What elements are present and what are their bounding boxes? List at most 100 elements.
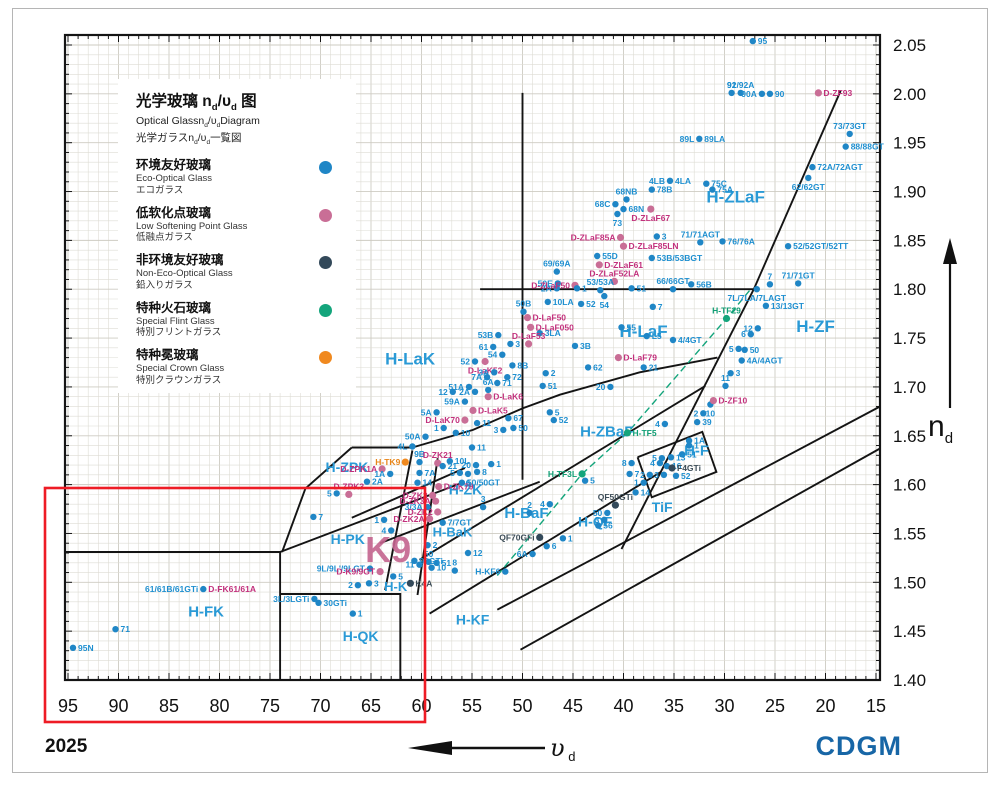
glass-point	[416, 561, 423, 568]
glass-point	[523, 314, 532, 322]
glass-point	[612, 201, 619, 208]
y-tick-label: 1.65	[893, 427, 926, 446]
glass-point	[669, 336, 677, 344]
glass-point-label: 1	[374, 515, 379, 525]
glass-point	[737, 89, 744, 97]
glass-point-label: D-ZLaF85A	[571, 233, 616, 243]
page-border	[12, 8, 988, 773]
glass-point	[433, 409, 440, 416]
glass-point	[611, 501, 620, 509]
glass-point	[678, 451, 686, 458]
y-tick-label: 2.05	[893, 36, 926, 55]
legend-panel: 光学玻璃 nd/υd 图 Optical Glassnd/υdDiagram 光…	[118, 79, 356, 393]
left-arrow-icon	[408, 741, 452, 755]
glass-point	[669, 286, 677, 293]
glass-point-label: 51	[637, 283, 647, 293]
glass-point	[311, 595, 318, 603]
glass-point-label: 8B	[517, 360, 528, 370]
glass-point-label: 10LA	[553, 297, 574, 307]
glass-point-label: 30GTi	[324, 598, 347, 608]
special-crown-swatch-icon	[319, 351, 332, 365]
glass-point-label: 51	[687, 449, 697, 459]
glass-point	[762, 302, 770, 309]
glass-point	[434, 508, 442, 516]
glass-point-label: 56B	[696, 279, 712, 289]
glass-point-label: D-LaF050	[536, 322, 575, 332]
glass-point	[668, 464, 676, 472]
x-tick-label: 65	[361, 696, 381, 716]
x-tick-label: 50	[512, 696, 532, 716]
legend-label-jp: 特別フリントガラス	[136, 327, 222, 339]
legend-label-jp: エコガラス	[136, 184, 184, 196]
glass-point	[406, 579, 414, 587]
glass-point	[601, 292, 608, 300]
glass-point	[349, 610, 356, 617]
glass-point-label: H-TF29	[712, 306, 741, 316]
x-tick-label: 55	[462, 696, 482, 716]
glass-point-label: 71/71AGT	[681, 229, 721, 239]
glass-point	[491, 369, 498, 376]
glass-point	[614, 210, 621, 218]
glass-point	[626, 470, 633, 478]
glass-point	[440, 424, 447, 432]
x-tick-label: 70	[310, 696, 330, 716]
legend-label: 特种冕玻璃	[136, 348, 199, 363]
glass-point	[345, 490, 353, 498]
glass-point-label: 8	[622, 458, 627, 468]
glass-point	[728, 89, 735, 97]
glass-point-label: 5	[652, 453, 657, 463]
glass-point	[464, 470, 472, 478]
glass-point-label: 56	[603, 521, 613, 531]
glass-point-label: 68NB	[616, 186, 638, 196]
x-axis-label-group: υ d	[408, 734, 575, 764]
glass-point-label: 71/71GT	[782, 270, 816, 280]
region-label: H-ZK	[449, 481, 482, 497]
glass-point	[795, 280, 802, 287]
glass-point-label: 4	[655, 419, 660, 429]
glass-point-label: 3	[494, 425, 499, 435]
glass-point	[559, 535, 567, 542]
glass-point	[456, 469, 464, 477]
glass-point	[614, 354, 623, 362]
y-tick-label: 1.45	[893, 622, 926, 641]
glass-point-label: L5	[652, 331, 662, 341]
y-tick-label: 1.60	[893, 476, 926, 495]
glass-point-label: 67	[513, 413, 523, 423]
region-label: H-ZF	[796, 317, 835, 336]
glass-point-label: 55	[627, 322, 637, 332]
glass-point	[388, 527, 395, 534]
glass-point	[741, 346, 748, 353]
glass-point-label: 3B	[580, 341, 591, 351]
glass-point-label: 7	[635, 469, 640, 479]
glass-point	[536, 330, 543, 337]
glass-point	[735, 345, 742, 352]
glass-point	[310, 513, 317, 521]
legend-label-en: Special Crown Glass	[136, 363, 225, 375]
glass-point-label: 5	[590, 476, 595, 486]
non-eco-swatch-icon	[319, 256, 332, 270]
y-tick-label: 1.75	[893, 329, 926, 348]
glass-point	[380, 516, 388, 523]
low-softening-swatch-icon	[319, 208, 332, 222]
glass-point-label: 10	[437, 563, 447, 573]
glass-point-label: 52/52GT/52TT	[793, 241, 849, 251]
glass-point	[461, 398, 469, 405]
glass-point-label: 62	[593, 362, 603, 372]
glass-point-label: 2	[640, 470, 645, 480]
glass-point	[643, 332, 650, 340]
glass-point-label: 72	[512, 372, 522, 382]
glass-point	[464, 549, 472, 557]
glass-point	[542, 370, 549, 377]
glass-point-label: D-K9/9GT	[336, 567, 376, 577]
x-tick-label: 75	[260, 696, 280, 716]
glass-point	[640, 364, 647, 371]
glass-point	[554, 280, 561, 287]
glass-point	[595, 261, 603, 269]
glass-point-label: 3/3A	[405, 502, 423, 512]
x-tick-label: 90	[108, 696, 128, 716]
glass-point	[376, 568, 384, 576]
special-flint-swatch-icon	[319, 303, 332, 317]
x-axis-tick-labels: 95 90 85 80 75 70 65 60 55 50 45 40 35 30 25 20 15	[58, 696, 886, 716]
